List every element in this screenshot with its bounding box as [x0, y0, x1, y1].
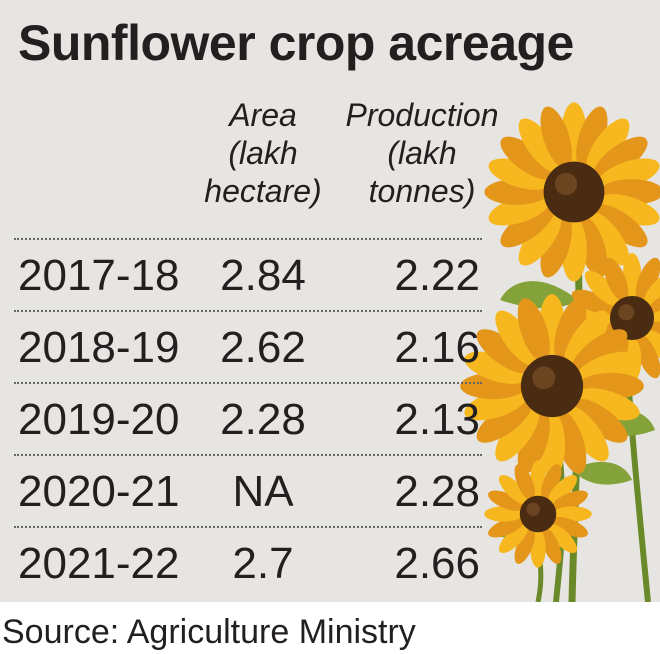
- production-header-line-3: tonnes): [368, 173, 476, 209]
- petal: [517, 410, 550, 474]
- petal: [498, 474, 529, 505]
- petal: [514, 527, 535, 564]
- petal: [576, 388, 640, 421]
- petal: [488, 490, 525, 511]
- petal: [598, 194, 660, 226]
- production-cell: 2.16: [394, 323, 480, 372]
- petal: [586, 118, 630, 173]
- production-cell: 2.28: [394, 467, 480, 516]
- petal: [500, 204, 555, 248]
- petal: [572, 329, 628, 374]
- sunflower-head: [460, 294, 644, 478]
- row-divider: [14, 526, 482, 528]
- production-cell: 2.13: [394, 395, 480, 444]
- area-cell: 2.7: [232, 539, 294, 588]
- petal: [593, 136, 648, 180]
- petal: [571, 289, 616, 315]
- area-cell: NA: [232, 467, 294, 516]
- sunflower-head: [484, 460, 592, 568]
- area-header-line-1: Area: [229, 97, 297, 133]
- row-divider: [14, 310, 482, 312]
- column-header-production: Production (lakh tonnes): [336, 96, 508, 210]
- petal: [635, 257, 660, 302]
- petal: [517, 298, 550, 362]
- petal: [464, 351, 528, 384]
- petal: [540, 216, 572, 278]
- petal: [541, 527, 562, 564]
- sunflower-head: [484, 102, 660, 282]
- petal: [643, 270, 660, 307]
- area-cell: 2.28: [220, 395, 306, 444]
- year-cell: 2021-22: [18, 539, 180, 588]
- petal: [541, 464, 562, 501]
- production-cell: 2.66: [394, 539, 480, 588]
- petal: [635, 334, 660, 379]
- infographic-panel: Sunflower crop acreage Area (lakh hectar…: [0, 0, 660, 602]
- petal: [576, 106, 608, 168]
- petal: [498, 523, 529, 554]
- petal: [518, 118, 562, 173]
- flower-center: [519, 495, 557, 533]
- row-divider: [14, 238, 482, 240]
- year-cell: 2020-21: [18, 467, 180, 516]
- petal: [540, 106, 572, 168]
- sunflower-heads: [460, 102, 660, 568]
- petal: [593, 204, 648, 248]
- flower-center-highlight: [532, 366, 556, 390]
- row-divider: [14, 454, 482, 456]
- chart-title: Sunflower crop acreage: [18, 15, 574, 71]
- petal: [551, 490, 588, 511]
- flower-center: [543, 161, 605, 223]
- source-note: Source: Agriculture Ministry: [2, 613, 416, 651]
- petal: [476, 398, 532, 443]
- petal: [488, 517, 525, 538]
- flower-center-highlight: [618, 304, 635, 321]
- petal: [495, 406, 540, 462]
- petal: [547, 474, 578, 505]
- column-header-area: Area (lakh hectare): [188, 96, 338, 210]
- petal: [514, 464, 535, 501]
- petal: [495, 310, 540, 366]
- flower-center-highlight: [526, 502, 540, 516]
- petal: [584, 270, 621, 307]
- petal: [554, 298, 587, 362]
- year-cell: 2018-19: [18, 323, 180, 372]
- petal: [518, 211, 562, 266]
- petal: [643, 329, 660, 366]
- year-cell: 2017-18: [18, 251, 180, 300]
- area-header-line-3: hectare): [204, 173, 322, 209]
- row-divider: [14, 382, 482, 384]
- petal: [564, 406, 609, 462]
- production-header-line-2: (lakh: [387, 135, 457, 171]
- area-cell: 2.62: [220, 323, 306, 372]
- leaf: [572, 461, 632, 485]
- leaf: [500, 281, 578, 309]
- petal: [564, 310, 609, 366]
- petal: [500, 136, 555, 180]
- flower-center: [520, 354, 584, 418]
- production-cell: 2.22: [394, 251, 480, 300]
- sunflower-illustration: [460, 102, 660, 602]
- area-cell: 2.84: [220, 251, 306, 300]
- area-header-line-2: (lakh: [228, 135, 298, 171]
- flower-center-highlight: [554, 172, 578, 196]
- petal: [551, 517, 588, 538]
- petal: [476, 329, 532, 374]
- petal: [586, 211, 630, 266]
- petal: [488, 158, 550, 190]
- petal: [547, 523, 578, 554]
- year-cell: 2019-20: [18, 395, 180, 444]
- production-header-line-1: Production: [345, 97, 499, 133]
- petal: [603, 257, 629, 302]
- petal: [572, 398, 628, 443]
